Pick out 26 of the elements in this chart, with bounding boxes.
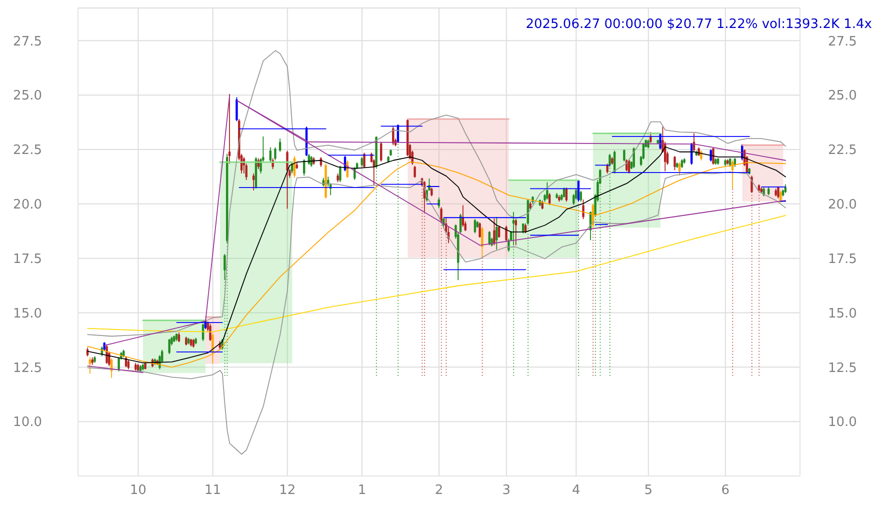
y2-tick-label: 10.0 xyxy=(828,415,857,430)
text: 2025.06.27 00:00:00 $20.77 1.22% vol:1393.2K 1.4x xyxy=(526,17,872,33)
y-tick-label: 15.0 xyxy=(13,306,42,322)
y2-tick-label: 17.5 xyxy=(828,252,857,267)
y-tick-label: 27.5 xyxy=(13,34,42,50)
y-tick-label: 25.0 xyxy=(13,88,42,104)
y-tick-label: 20.0 xyxy=(13,198,42,213)
y2-tick-label: 27.5 xyxy=(828,34,857,50)
y-tick-label: 12.5 xyxy=(13,360,42,376)
x-tick-label: 6 xyxy=(721,483,730,498)
x-tick-label: 10 xyxy=(130,483,146,498)
y2-tick-label: 12.5 xyxy=(828,360,857,376)
x-tick-label: 4 xyxy=(572,483,580,498)
x-tick-label: 2 xyxy=(434,483,444,498)
y2-tick-label: 22.5 xyxy=(828,143,857,158)
x-tick-label: 3 xyxy=(502,483,511,498)
y2-tick-label: 15.0 xyxy=(828,306,857,322)
x-tick-label: 12 xyxy=(279,483,296,498)
y-tick-label: 22.5 xyxy=(13,143,42,158)
y2-tick-label: 25.0 xyxy=(828,88,857,104)
x-tick-label: 11 xyxy=(204,483,222,498)
y-tick-label: 17.5 xyxy=(13,252,42,267)
y2-tick-label: 20.0 xyxy=(828,198,857,213)
x-tick-label: 5 xyxy=(644,483,653,498)
x-tick-label: 1 xyxy=(358,483,366,498)
y-tick-label: 10.0 xyxy=(13,415,42,430)
